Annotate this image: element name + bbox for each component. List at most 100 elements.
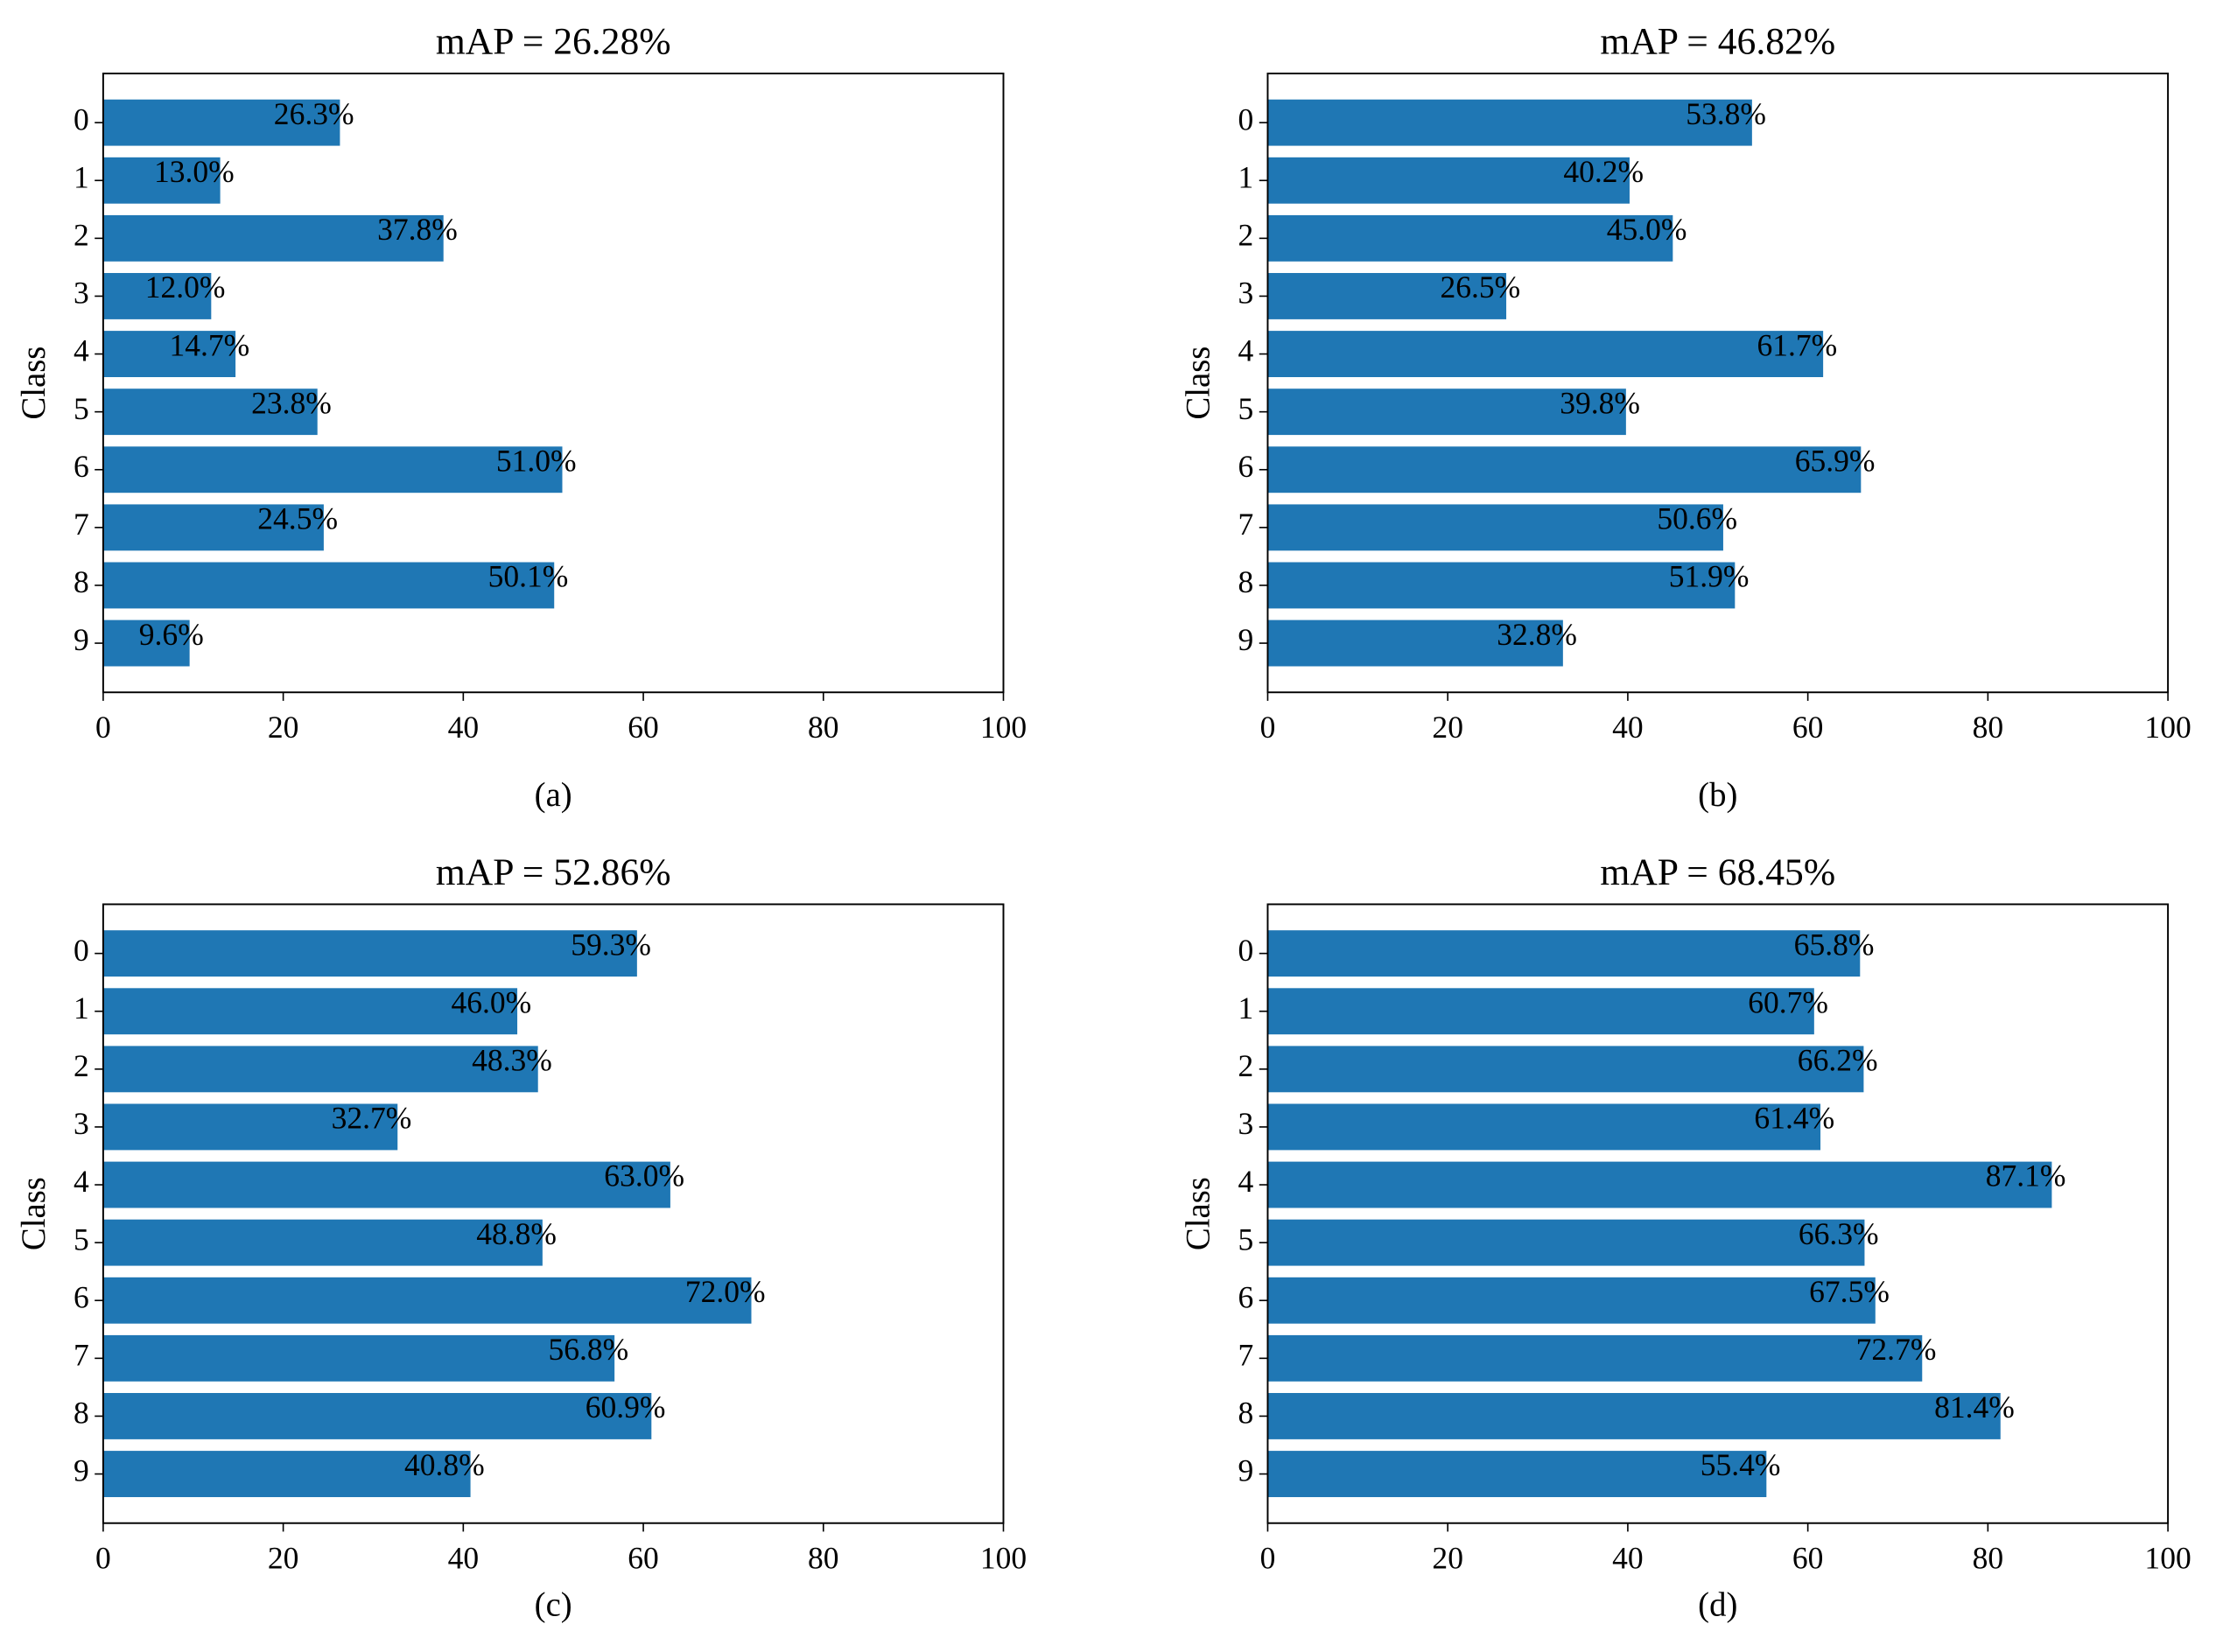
value-label: 81.4% [1934,1390,2015,1424]
x-tick-label: 0 [1260,710,1276,745]
axes-frame [1266,903,2170,1524]
value-label: 39.8% [1560,385,1640,420]
x-tick-label: 20 [268,1540,299,1575]
value-label: 50.6% [1657,501,1737,536]
y-tick-label: 7 [74,1338,89,1373]
axes-frame [1266,72,2170,694]
y-tick-label: 1 [1238,159,1254,194]
y-tick-label: 4 [1238,333,1254,368]
y-tick-label: 2 [74,1048,89,1083]
value-label: 14.7% [169,327,249,362]
bar [102,562,555,609]
y-tick-label: 5 [1238,1222,1254,1256]
y-axis-label: Class [1179,346,1217,420]
value-label: 23.8% [251,385,332,420]
chart-title: mAP = 52.86% [436,851,671,893]
bar [102,1451,471,1497]
x-tick-label: 20 [268,710,299,745]
y-tick-label: 4 [74,333,89,368]
y-tick-label: 1 [74,159,89,194]
value-label: 65.9% [1795,443,1876,478]
value-label: 87.1% [1986,1158,2066,1194]
x-tick-label: 80 [1973,1540,2004,1575]
value-label: 61.7% [1757,327,1838,362]
bar [1267,620,1563,667]
bar [102,1393,652,1439]
y-axis-label: Class [1179,1177,1217,1250]
x-tick-label: 40 [448,1540,480,1575]
y-axis-label: Class [15,346,53,420]
bar [102,388,318,436]
chart-panel: 0 65.8% 1 60.7% 2 66.2% 3 61.4% 4 87.1% 5 66.3% 6 67.… [1179,851,2191,1623]
y-tick-label: 8 [1238,564,1254,599]
value-label: 26.5% [1440,270,1520,304]
x-tick-label: 80 [808,1540,839,1575]
x-tick-label: 100 [980,710,1027,745]
x-tick-label: 100 [2144,1540,2191,1575]
y-tick-label: 9 [1238,622,1254,657]
value-label: 9.6% [139,617,204,652]
y-tick-label: 9 [74,622,89,657]
y-tick-label: 6 [74,1279,89,1314]
y-tick-label: 5 [1238,391,1254,426]
bar [102,1219,543,1266]
x-tick-label: 0 [95,710,111,745]
value-label: 53.8% [1686,96,1766,131]
bar [1267,562,1736,609]
value-label: 32.8% [1497,617,1577,652]
y-tick-label: 0 [1238,933,1254,968]
value-label: 40.2% [1563,154,1644,189]
x-tick-label: 20 [1432,1540,1463,1575]
bar [1267,1219,1865,1266]
y-tick-label: 6 [1238,449,1254,484]
y-tick-label: 0 [1238,102,1254,136]
chart-title: mAP = 46.82% [1600,21,1835,63]
value-label: 66.3% [1799,1216,1879,1251]
value-label: 63.0% [604,1158,684,1194]
y-tick-label: 3 [74,1106,89,1141]
x-tick-label: 60 [628,1540,659,1575]
value-label: 59.3% [571,927,651,962]
chart-panel: 0 59.3% 1 46.0% 2 48.3% 3 32.7% 4 63.0% 5 48.8% 6 72.… [15,851,1027,1623]
y-tick-label: 1 [1238,990,1254,1026]
value-label: 26.3% [274,96,354,131]
x-tick-label: 60 [1792,1540,1824,1575]
x-tick-label: 40 [448,710,480,745]
x-tick-label: 100 [980,1540,1027,1575]
bar [1267,157,1630,204]
value-label: 40.8% [404,1447,485,1482]
value-label: 51.0% [496,443,577,478]
chart-panel: 0 26.3% 1 13.0% 2 37.8% 3 12.0% 4 14.7% 5 23.8% 6 51.… [15,21,1027,815]
y-tick-label: 2 [1238,218,1254,253]
bar [102,1334,615,1382]
bar [102,620,190,667]
y-tick-label: 6 [1238,1279,1254,1314]
bar [1267,446,1862,494]
bar [1267,331,1824,377]
bar [102,930,637,977]
bar [1267,1046,1864,1093]
bar [1267,388,1626,436]
caption: (d) [1698,1586,1737,1624]
x-tick-label: 0 [1260,1540,1276,1575]
bar [1267,504,1723,551]
y-tick-label: 4 [74,1164,89,1199]
y-tick-label: 7 [1238,1338,1254,1373]
value-label: 51.9% [1669,559,1750,594]
y-tick-label: 1 [74,990,89,1026]
bar [102,988,518,1035]
y-tick-label: 0 [74,102,89,136]
chart-panel: 0 53.8% 1 40.2% 2 45.0% 3 26.5% 4 61.7% 5 39.8% 6 65.… [1179,21,2191,815]
y-tick-label: 8 [74,1396,89,1431]
x-tick-label: 100 [2144,710,2191,745]
bar [1267,1277,1876,1324]
bar [1267,930,1861,977]
value-label: 48.8% [476,1216,557,1251]
y-tick-label: 9 [1238,1453,1254,1488]
bar [102,446,563,494]
x-tick-label: 40 [1612,1540,1644,1575]
value-label: 37.8% [377,212,458,247]
bar [1267,99,1752,146]
bar [102,214,444,262]
value-label: 66.2% [1798,1043,1878,1078]
